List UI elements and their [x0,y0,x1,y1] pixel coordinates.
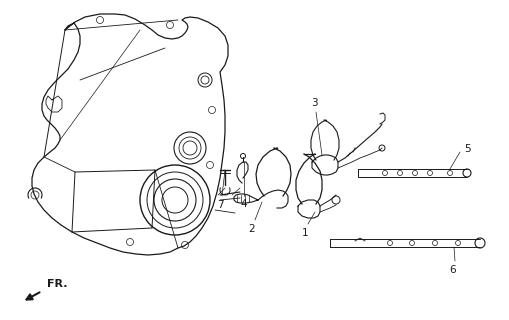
Text: FR.: FR. [47,279,67,289]
Text: 2: 2 [248,224,255,234]
Text: 3: 3 [310,98,317,108]
Text: 1: 1 [301,228,308,238]
Text: 7: 7 [216,200,223,210]
Text: 4: 4 [240,199,247,209]
Text: 6: 6 [449,265,456,275]
Text: 5: 5 [463,144,470,154]
